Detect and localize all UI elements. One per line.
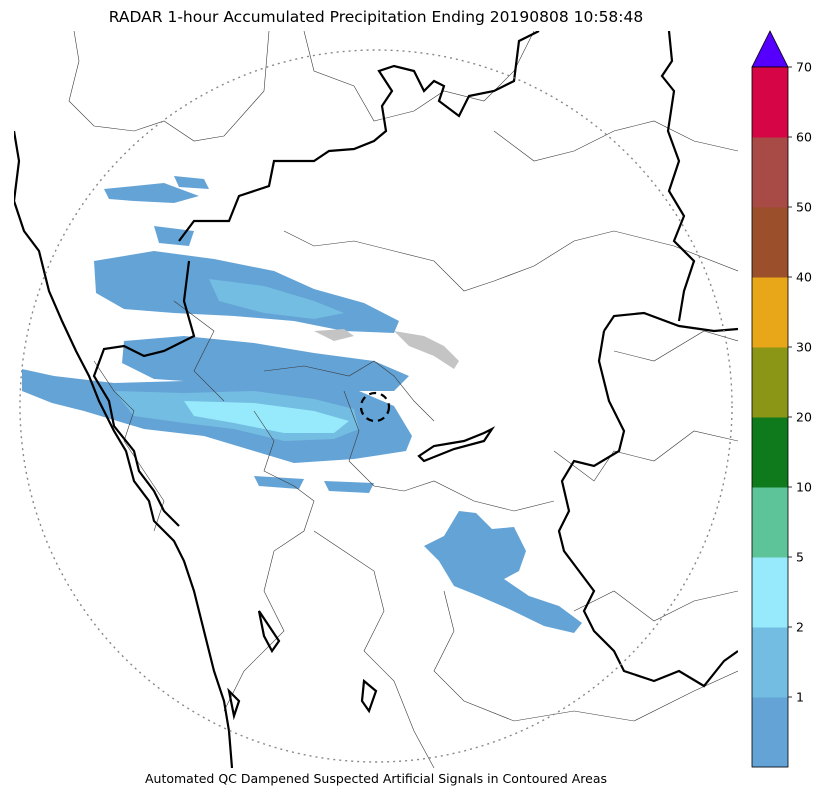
district-border xyxy=(263,360,435,422)
colorbar-band xyxy=(752,487,788,558)
district-border xyxy=(573,590,738,622)
colorbar-tick-label: 2 xyxy=(796,620,804,635)
colorbar-tick-label: 30 xyxy=(796,340,812,355)
colorbar-tick-label: 20 xyxy=(796,410,812,425)
clutter-streak-2 xyxy=(314,329,354,341)
clutter-layer xyxy=(314,329,459,369)
district-border xyxy=(303,31,535,122)
colorbar-band xyxy=(752,417,788,488)
colorbar-band xyxy=(752,627,788,698)
colorbar-extend-arrow xyxy=(751,30,789,68)
rain-band-main-core xyxy=(184,401,349,433)
district-border xyxy=(613,330,738,362)
rain-band-mid xyxy=(122,336,409,391)
rain-band-south-streak-2 xyxy=(324,481,374,493)
state-border-east-2 xyxy=(603,311,738,333)
map-footer-note: Automated QC Dampened Suspected Artifici… xyxy=(144,771,608,786)
radar-site-marker xyxy=(359,391,391,423)
colorbar-canvas: 1 2 5 10 20 30 40 50 60 70 xyxy=(751,30,812,768)
district-border xyxy=(343,390,555,512)
colorbar-band xyxy=(752,207,788,278)
colorbar-tick-label: 60 xyxy=(796,130,812,145)
colorbar-tick-label: 40 xyxy=(796,270,812,285)
rain-band-southeast xyxy=(424,511,582,633)
state-border-west-inner xyxy=(92,260,196,527)
colorbar-tick-label: 10 xyxy=(796,480,812,495)
precipitation-layer xyxy=(22,176,582,633)
rain-band-south-streak xyxy=(254,476,304,489)
district-border xyxy=(223,410,315,712)
rain-band-upper-core xyxy=(209,279,344,319)
colorbar-tick-label: 1 xyxy=(796,690,804,705)
colorbar-tick-label: 70 xyxy=(796,60,812,75)
colorbar-tick-label: 50 xyxy=(796,200,812,215)
state-border-mid xyxy=(417,426,496,463)
map-title: RADAR 1-hour Accumulated Precipitation E… xyxy=(108,8,644,26)
colorbar-band xyxy=(752,277,788,348)
state-border-south-east xyxy=(557,330,738,688)
rain-band-north-streak-2 xyxy=(174,176,209,189)
radar-map xyxy=(14,31,738,768)
district-border xyxy=(173,300,225,402)
colorbar-band xyxy=(752,347,788,418)
district-border xyxy=(553,430,738,482)
state-borders xyxy=(14,31,738,768)
state-border-south-island xyxy=(257,610,281,654)
state-border-north xyxy=(178,31,540,242)
colorbar-band xyxy=(752,67,788,138)
state-border-south-island-2 xyxy=(360,678,378,714)
district-borders xyxy=(68,31,738,768)
radar-map-canvas xyxy=(14,31,738,768)
colorbar-tick-label: 5 xyxy=(796,550,804,565)
colorbar-band xyxy=(752,697,788,768)
district-border xyxy=(93,360,165,532)
colorbar-band xyxy=(752,137,788,208)
colorbar: 1 2 5 10 20 30 40 50 60 70 xyxy=(750,30,825,770)
state-border-west-coast xyxy=(14,130,234,768)
district-border xyxy=(313,530,435,768)
district-border xyxy=(68,31,270,142)
clutter-streak xyxy=(394,331,459,369)
colorbar-band xyxy=(752,557,788,628)
state-border-east xyxy=(660,31,696,322)
district-border xyxy=(433,590,738,722)
radar-range-ring xyxy=(19,49,733,763)
district-border xyxy=(493,120,738,162)
state-border-southwest-island xyxy=(227,687,241,721)
district-border xyxy=(283,230,738,292)
rain-band-north-streak xyxy=(104,183,199,203)
rain-band-small-upper xyxy=(154,226,194,246)
